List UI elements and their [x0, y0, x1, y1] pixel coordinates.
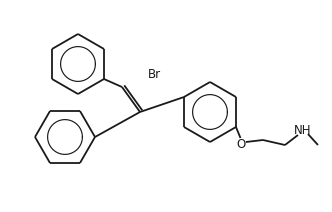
Text: Br: Br [148, 67, 161, 81]
Text: O: O [236, 138, 246, 152]
Text: NH: NH [294, 124, 312, 137]
